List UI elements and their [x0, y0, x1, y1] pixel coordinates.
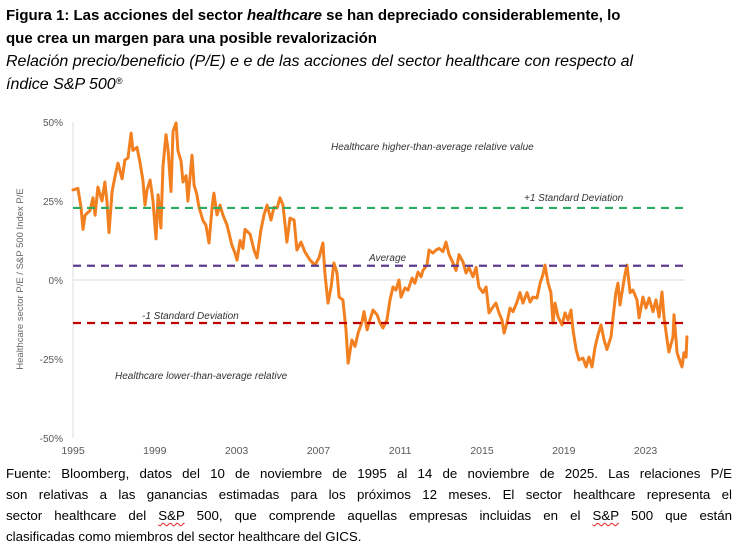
y-axis-title: Healthcare sector P/E / S&P 500 Index P/… [15, 188, 26, 369]
annotation-minus-1-sd: -1 Standard Deviation [142, 311, 239, 322]
x-tick-label: 2023 [634, 445, 658, 457]
source-note-line: Fuente: Bloomberg, datos del 10 de novie… [6, 463, 732, 484]
x-tick-label: 2011 [389, 445, 412, 457]
y-tick-label: -25% [40, 355, 63, 366]
series-line [71, 121, 689, 369]
x-tick-label: 2015 [470, 445, 494, 457]
spellcheck-flagged-word: S&P [158, 508, 185, 523]
reference-lines [73, 206, 685, 325]
figure-heading: Figura 1: Las acciones del sector health… [6, 4, 736, 96]
y-tick-labels: 50% 25% 0% -25% -50% [40, 118, 63, 445]
source-note-line: clasificadas como miembros del sector he… [6, 526, 732, 547]
annotation-average: Average [368, 253, 407, 264]
annotation-high-region: Healthcare higher-than-average relative … [331, 142, 534, 153]
title-text: Figura 1: Las acciones del sector [6, 7, 247, 24]
source-text: Fuente: Bloomberg, datos del 10 de novie… [6, 466, 732, 481]
series-layer [71, 121, 689, 369]
source-note-line: son relativas a las ganancias estimadas … [6, 484, 732, 505]
chart: 50% 25% 0% -25% -50% 1995 1999 2003 2007 2011 201… [15, 118, 689, 457]
source-text: 500, que comprende aquellas empresas inc… [184, 508, 593, 523]
annotation-low-region: Healthcare lower-than-average relative [115, 371, 288, 382]
source-note: Fuente: Bloomberg, datos del 10 de novie… [6, 463, 732, 547]
x-tick-label: 2019 [552, 445, 576, 457]
y-tick-label: -50% [40, 434, 63, 445]
axis-layer [72, 122, 685, 438]
x-tick-labels: 1995 1999 2003 2007 2011 2015 2019 2023 [61, 445, 657, 457]
y-tick-label: 25% [43, 197, 63, 208]
x-tick-label: 2003 [225, 445, 249, 457]
source-text: 500 que están [618, 508, 732, 523]
annotation-plus-1-sd: +1 Standard Deviation [524, 193, 624, 204]
y-tick-label: 0% [49, 276, 64, 287]
figure-subtitle-line-2: índice S&P 500® [6, 73, 736, 96]
source-text: son relativas a las ganancias estimadas … [6, 487, 732, 502]
x-tick-label: 2007 [307, 445, 331, 457]
y-tick-label: 50% [43, 118, 63, 129]
registered-mark: ® [115, 76, 123, 86]
source-text: clasificadas como miembros del sector he… [6, 529, 362, 544]
figure-title-line-1: Figura 1: Las acciones del sector health… [6, 4, 736, 27]
title-emphasis: healthcare [246, 7, 322, 24]
subtitle-text: índice S&P 500 [6, 76, 116, 93]
x-tick-label: 1995 [61, 445, 85, 457]
spellcheck-flagged-word: S&P [592, 508, 619, 523]
x-tick-label: 1999 [143, 445, 167, 457]
figure-title-line-2: que crea un margen para una posible reva… [6, 30, 377, 47]
source-note-line: sector healthcare del S&P 500, que compr… [6, 505, 732, 526]
figure-subtitle-line-1: Relación precio/beneficio (P/E) e e de l… [6, 53, 634, 70]
source-text: sector healthcare del [6, 508, 159, 523]
title-text: se han depreciado considerablemente, lo [321, 7, 621, 24]
